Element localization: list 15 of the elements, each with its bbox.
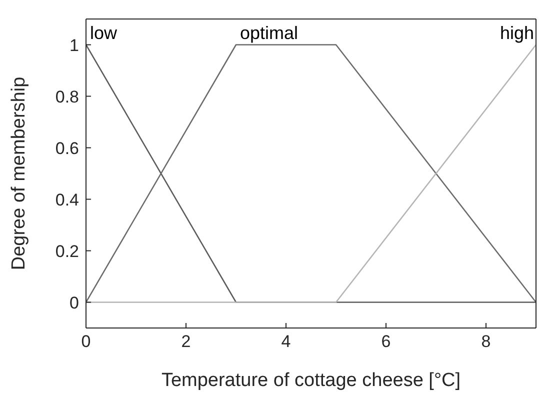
y-tick-label: 0 xyxy=(70,293,79,312)
x-tick-label: 4 xyxy=(281,332,291,352)
x-tick-label: 2 xyxy=(181,332,191,352)
y-tick-label: 0.2 xyxy=(55,242,79,261)
x-tick-label: 6 xyxy=(381,332,391,352)
y-tick-label: 0.8 xyxy=(55,87,79,106)
series-label: optimal xyxy=(240,22,298,43)
y-tick-label: 0.6 xyxy=(55,138,79,158)
y-tick-label: 1 xyxy=(70,36,79,55)
x-tick-label: 8 xyxy=(481,332,491,352)
x-axis-title: Temperature of cottage cheese [°C] xyxy=(161,370,461,391)
y-axis-title: Degree of membership xyxy=(8,76,30,270)
y-tick-label: 0.4 xyxy=(55,190,79,210)
series-label: low xyxy=(90,22,118,43)
series-label: high xyxy=(500,22,534,43)
